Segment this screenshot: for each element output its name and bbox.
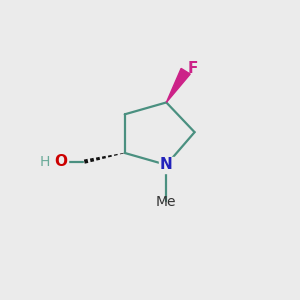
Text: H: H: [40, 155, 50, 169]
Bar: [159, 157, 174, 173]
Text: Me: Me: [156, 195, 177, 209]
Text: F: F: [188, 61, 198, 76]
Bar: [39, 154, 51, 169]
Bar: [54, 154, 68, 170]
Text: N: N: [160, 158, 173, 172]
Polygon shape: [166, 68, 190, 102]
Text: O: O: [54, 154, 67, 169]
